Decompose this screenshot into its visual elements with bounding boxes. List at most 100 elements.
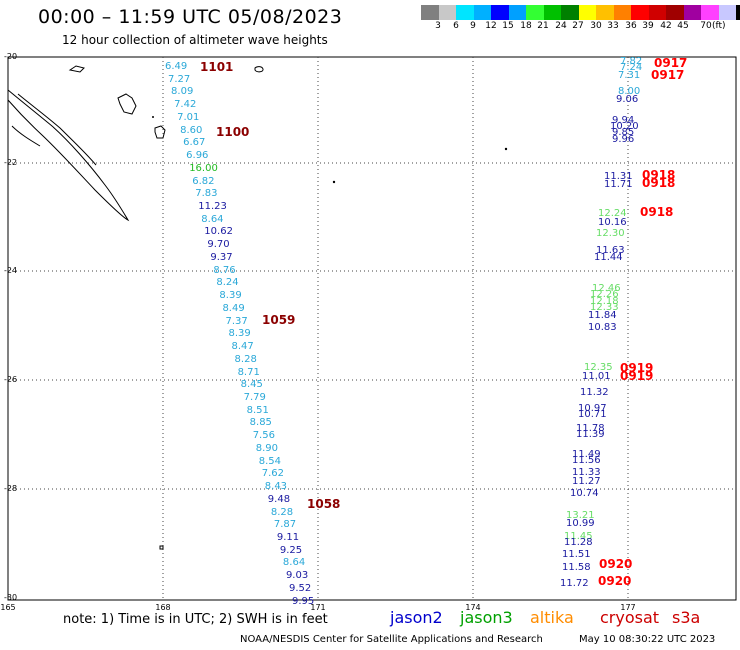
colorbar-tick-label: 6 [453, 21, 459, 31]
swh-label: 8.24 [216, 277, 239, 289]
lon-label: 165 [0, 603, 16, 612]
swh-label: 11.39 [576, 429, 605, 440]
swh-label: 12.18 [590, 296, 619, 307]
colorbar-tick-label: 30 [590, 21, 602, 31]
colorbar-tick-label: 12 [485, 21, 497, 31]
swh-label: 6.96 [186, 150, 209, 162]
colorbar-swatch [508, 5, 526, 20]
pass-time-label: 1100 [216, 125, 250, 139]
swh-label: 8.64 [282, 557, 306, 569]
colorbar-swatch [578, 5, 596, 20]
swh-label: 12.30 [596, 228, 625, 239]
pass-time-label: 0919 [620, 369, 654, 383]
mission-legend-jason3: jason3 [460, 608, 513, 627]
swh-label: 7.87 [273, 519, 297, 531]
colorbar-swatch [561, 5, 579, 20]
swh-label: 8.64 [201, 213, 224, 225]
map-frame [7, 56, 737, 601]
swh-label: 10.97 [578, 403, 607, 414]
color-scale-labels: 3 6 9 12 15 18 21 24 27 30 33 36 39 42 45 70 (ft) [421, 21, 736, 33]
swh-label: 8.49 [222, 302, 245, 314]
swh-label: 7.56 [252, 430, 275, 442]
colorbar-tick-label: 9 [470, 21, 476, 31]
colorbar-swatch [473, 5, 491, 20]
colorbar-tick-label: 36 [625, 21, 637, 31]
lon-label: 171 [310, 603, 326, 612]
colorbar-tick-label: 27 [572, 21, 584, 31]
colorbar-tick-label: 70 [700, 21, 712, 31]
colorbar-tick-label: 24 [555, 21, 567, 31]
pass-time-label: 0918 [640, 205, 674, 219]
swh-label: 9.25 [279, 544, 303, 556]
swh-label: 11.27 [572, 476, 601, 487]
colorbar-tick-label: 33 [607, 21, 619, 31]
colorbar-swatch [736, 5, 740, 20]
swh-label: 6.82 [192, 175, 215, 187]
colorbar-swatch [631, 5, 649, 20]
swh-label: 6.49 [165, 61, 188, 72]
colorbar-swatch [666, 5, 684, 20]
pass-time-label: 0920 [598, 574, 632, 588]
swh-label: 11.58 [562, 562, 591, 573]
header-subtitle: 12 hour collection of altimeter wave hei… [62, 33, 328, 47]
island-dot [332, 180, 336, 184]
swh-label: 8.28 [270, 506, 294, 518]
island-dot [504, 147, 508, 151]
swh-label: 11.56 [572, 455, 601, 466]
swh-label: 10.71 [578, 409, 607, 420]
lat-label: -20 [4, 52, 18, 61]
swh-label: 9.11 [276, 532, 300, 543]
island-dot [152, 116, 154, 118]
swh-label: 11.31 [604, 171, 633, 182]
swh-label: 8.45 [240, 379, 263, 391]
pass-time-label: 1101 [200, 60, 234, 74]
lat-label: -30 [4, 593, 18, 602]
pass-time-label: 0917 [651, 68, 685, 82]
swh-label: 11.33 [572, 467, 601, 478]
swh-label: 11.01 [582, 371, 611, 382]
swh-label: 8.90 [255, 442, 278, 454]
lon-label: 174 [465, 603, 481, 612]
colorbar-unit-label: (ft) [712, 21, 726, 31]
swh-label: 11.51 [562, 549, 591, 560]
colorbar-swatch [718, 5, 736, 20]
swh-label: 12.24 [598, 208, 627, 219]
colorbar-swatch [613, 5, 631, 20]
color-scale-bar [421, 5, 740, 20]
footer-credit: NOAA/NESDIS Center for Satellite Applica… [240, 634, 543, 645]
colorbar-tick-label: 45 [677, 21, 689, 31]
swh-label: 8.39 [219, 290, 242, 302]
colorbar-swatch [543, 5, 561, 20]
colorbar-tick-label: 18 [520, 21, 532, 31]
swh-label: 11.84 [588, 310, 617, 321]
swh-label: 7.42 [174, 99, 197, 111]
swh-label: 8.54 [258, 455, 281, 467]
colorbar-swatch [683, 5, 701, 20]
swh-label: 7.82 [620, 56, 643, 67]
swh-label: 8.09 [171, 86, 194, 98]
pass-time-label: 0918 [642, 176, 676, 190]
swh-label: 8.60 [180, 124, 203, 136]
swh-label: 8.47 [231, 341, 254, 353]
swh-label: 9.70 [207, 239, 230, 251]
swh-label: 11.71 [604, 179, 633, 190]
swh-label: 9.85 [612, 127, 635, 138]
colorbar-tick-label: 21 [537, 21, 549, 31]
swh-label: 11.78 [576, 423, 605, 434]
swh-label: 8.71 [237, 366, 260, 378]
swh-label: 11.44 [594, 252, 623, 263]
swh-label: 9.52 [288, 582, 312, 594]
swh-label: 12.33 [590, 302, 619, 313]
swh-label: 7.24 [620, 62, 643, 73]
swh-label: 9.37 [210, 251, 233, 263]
pass-time-label: 0918 [642, 168, 676, 182]
pass-time-label: 1058 [307, 497, 341, 511]
colorbar-tick-label: 3 [435, 21, 441, 31]
colorbar-swatch [648, 5, 666, 20]
swh-label: 8.39 [228, 328, 251, 340]
swh-label: 6.67 [183, 137, 206, 149]
pass-time-label: 0917 [654, 56, 688, 70]
swh-label: 9.96 [612, 134, 635, 145]
swh-label: 8.51 [246, 404, 269, 416]
swh-label: 11.28 [564, 537, 593, 548]
